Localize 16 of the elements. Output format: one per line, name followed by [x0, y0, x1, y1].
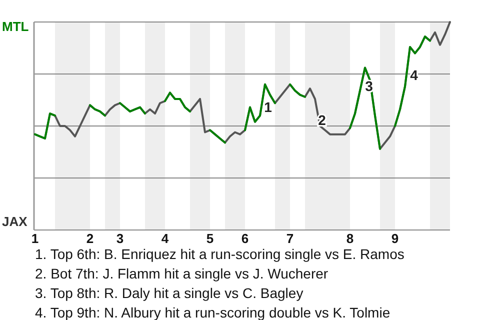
- text: 1. Top 6th: B. Enriquez hit a run-scoring single vs E. Ramos: [35, 246, 404, 262]
- text: JAX: [2, 214, 28, 229]
- text: 3. Top 8th: R. Daly hit a single vs C. Bagley: [35, 285, 304, 301]
- text: MTL: [2, 19, 29, 34]
- x-tick-label: 5: [206, 231, 214, 246]
- x-tick-label: 8: [346, 231, 354, 246]
- annotation: 1: [264, 99, 272, 115]
- x-tick-label: 7: [286, 231, 294, 246]
- x-tick-label: 3: [116, 231, 124, 246]
- x-tick-label: 6: [241, 231, 249, 246]
- annotation: 4: [410, 67, 418, 83]
- text: 2. Bot 7th: J. Flamm hit a single vs J. Wucherer: [35, 266, 328, 282]
- x-tick-label: 1: [31, 231, 39, 246]
- x-tick-label: 9: [391, 231, 399, 246]
- x-tick-label: 4: [161, 231, 170, 246]
- x-tick-label: 2: [86, 231, 94, 246]
